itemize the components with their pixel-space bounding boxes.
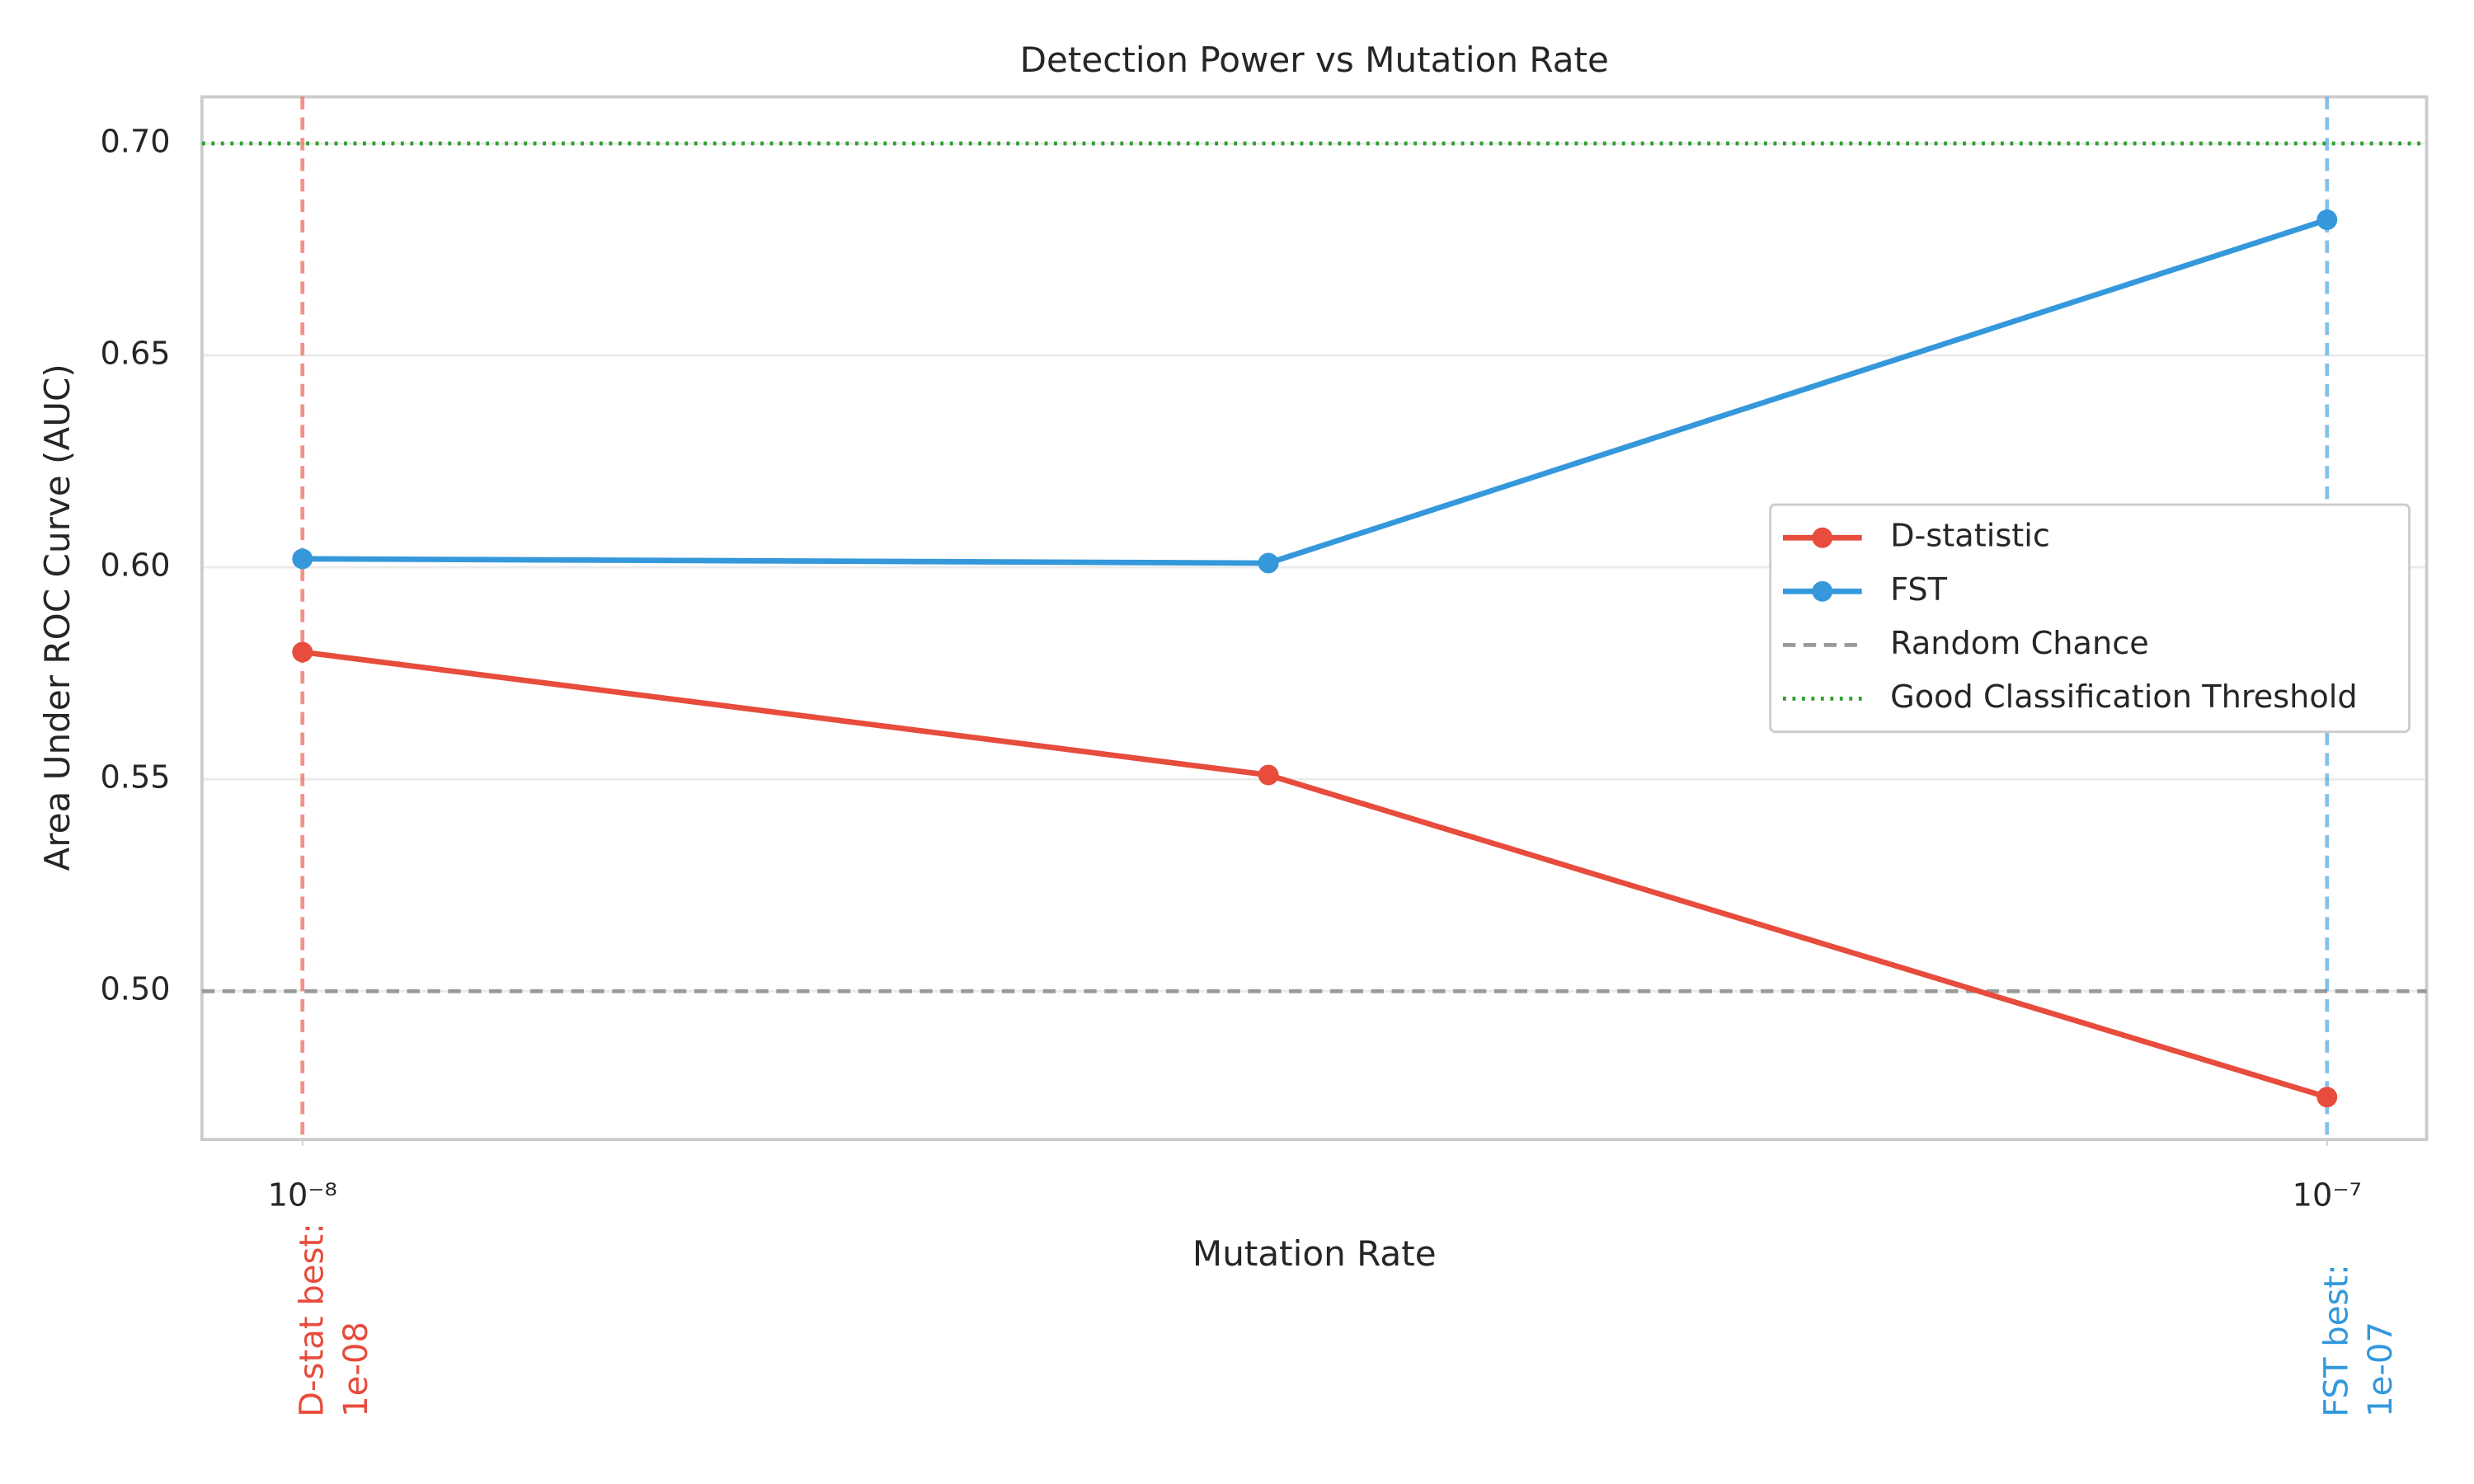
- point: [1258, 764, 1279, 786]
- legend-box: [1769, 503, 2411, 733]
- legend-label: Good Classification Threshold: [1890, 679, 2358, 716]
- x-tick-label: 10⁻⁸: [268, 1177, 337, 1214]
- plot-frame: [200, 95, 2429, 1142]
- legend-marker: [1812, 580, 1833, 602]
- legend: D-statistic FST Random Chance Good Classifi…: [1769, 503, 2411, 733]
- y-axis-label: Area Under ROC Curve (AUC): [37, 364, 78, 871]
- point: [2316, 1087, 2338, 1108]
- annotation: D-stat best:: [294, 1223, 332, 1417]
- point: [1258, 552, 1279, 574]
- annotation: 1e-07: [2362, 1322, 2400, 1417]
- legend-label: D-statistic: [1890, 518, 2050, 555]
- y-tick-label: 0.70: [100, 124, 170, 161]
- point: [292, 641, 313, 663]
- y-tick-label: 0.60: [100, 547, 170, 585]
- legend-label: FST: [1890, 571, 1948, 608]
- x-tick-label: 10⁻⁷: [2293, 1177, 2362, 1214]
- y-tick-label: 0.55: [100, 759, 170, 796]
- x-axis-label: Mutation Rate: [1192, 1233, 1437, 1274]
- legend-label: Random Chance: [1890, 625, 2149, 662]
- annotation: FST best:: [2318, 1264, 2356, 1417]
- point: [2316, 209, 2338, 230]
- chart-title: Detection Power vs Mutation Rate: [1020, 40, 1609, 80]
- y-tick-label: 0.65: [100, 336, 170, 373]
- annotation: 1e-08: [337, 1322, 375, 1417]
- point: [292, 548, 313, 570]
- legend-marker: [1812, 527, 1833, 548]
- y-tick-label: 0.50: [100, 971, 170, 1008]
